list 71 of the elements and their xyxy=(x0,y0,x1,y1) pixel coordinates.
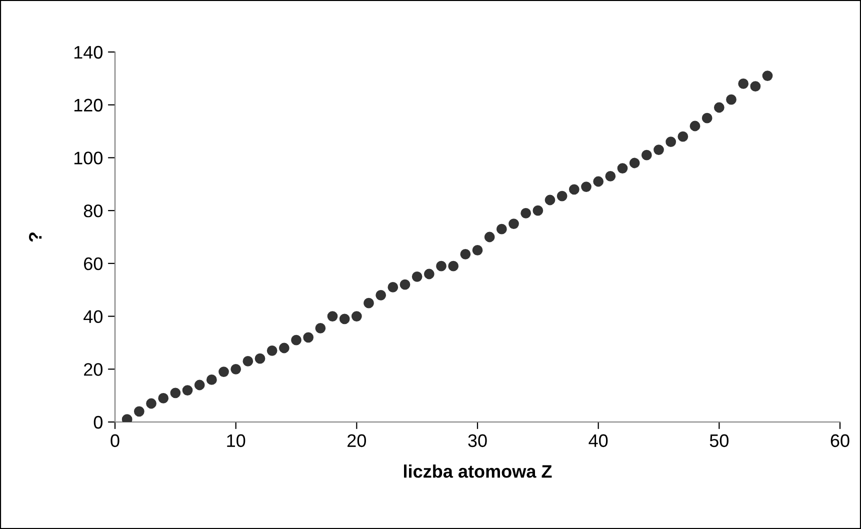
y-tick-label: 20 xyxy=(84,363,102,376)
point xyxy=(738,78,749,89)
x-tick-label: 10 xyxy=(227,434,246,448)
x-tick-label: 20 xyxy=(348,434,366,448)
point xyxy=(218,366,229,377)
x-tick-label: 0 xyxy=(110,434,120,448)
point xyxy=(654,144,664,155)
point xyxy=(750,81,761,92)
point xyxy=(532,205,544,216)
point xyxy=(230,364,242,374)
point xyxy=(702,112,712,124)
point xyxy=(194,380,205,390)
point xyxy=(266,345,278,356)
point xyxy=(122,414,132,422)
x-tick-label: 60 xyxy=(830,434,850,448)
point xyxy=(678,131,688,142)
point xyxy=(508,218,519,229)
x-tick-label: 50 xyxy=(710,434,729,448)
point xyxy=(726,94,736,105)
x-axis-title: liczba atomowa Z xyxy=(404,464,552,478)
point xyxy=(242,356,254,366)
point xyxy=(617,163,628,174)
point xyxy=(158,393,169,404)
point xyxy=(605,171,616,182)
point xyxy=(303,332,314,343)
point xyxy=(291,334,302,346)
point xyxy=(629,158,640,168)
point xyxy=(448,260,459,272)
point xyxy=(484,232,495,242)
point xyxy=(666,136,676,148)
point xyxy=(593,176,604,187)
point xyxy=(376,290,386,300)
point xyxy=(206,374,217,385)
point xyxy=(496,224,507,234)
y-tick-label: 80 xyxy=(84,204,102,218)
point xyxy=(568,184,580,195)
point xyxy=(762,70,773,81)
point xyxy=(400,279,410,290)
point xyxy=(412,271,422,282)
point xyxy=(641,150,652,160)
point xyxy=(424,268,434,280)
point xyxy=(556,190,568,202)
y-tick-label: 100 xyxy=(74,152,102,164)
y-axis-title: ? xyxy=(28,232,42,242)
y-tick-label: 140 xyxy=(74,46,102,59)
point xyxy=(460,248,471,260)
point xyxy=(327,311,338,322)
point xyxy=(134,406,144,417)
point xyxy=(351,311,362,322)
point xyxy=(690,120,700,132)
point xyxy=(388,282,398,292)
point xyxy=(182,385,193,396)
point xyxy=(254,353,266,364)
point xyxy=(544,194,556,206)
point xyxy=(170,388,181,398)
x-tick-label: 40 xyxy=(588,434,608,448)
y-tick-label: 0 xyxy=(94,416,102,429)
point xyxy=(436,260,446,272)
x-tick-label: 30 xyxy=(468,434,487,448)
y-tick-label: 40 xyxy=(84,310,102,324)
point xyxy=(364,298,374,308)
point xyxy=(315,322,326,334)
point xyxy=(339,314,350,324)
point xyxy=(146,398,156,409)
point xyxy=(520,208,532,218)
point xyxy=(278,342,290,354)
point xyxy=(581,182,592,192)
point xyxy=(714,102,724,113)
y-tick-label: 60 xyxy=(84,257,102,270)
y-tick-label: 120 xyxy=(74,98,102,112)
point xyxy=(472,245,483,256)
